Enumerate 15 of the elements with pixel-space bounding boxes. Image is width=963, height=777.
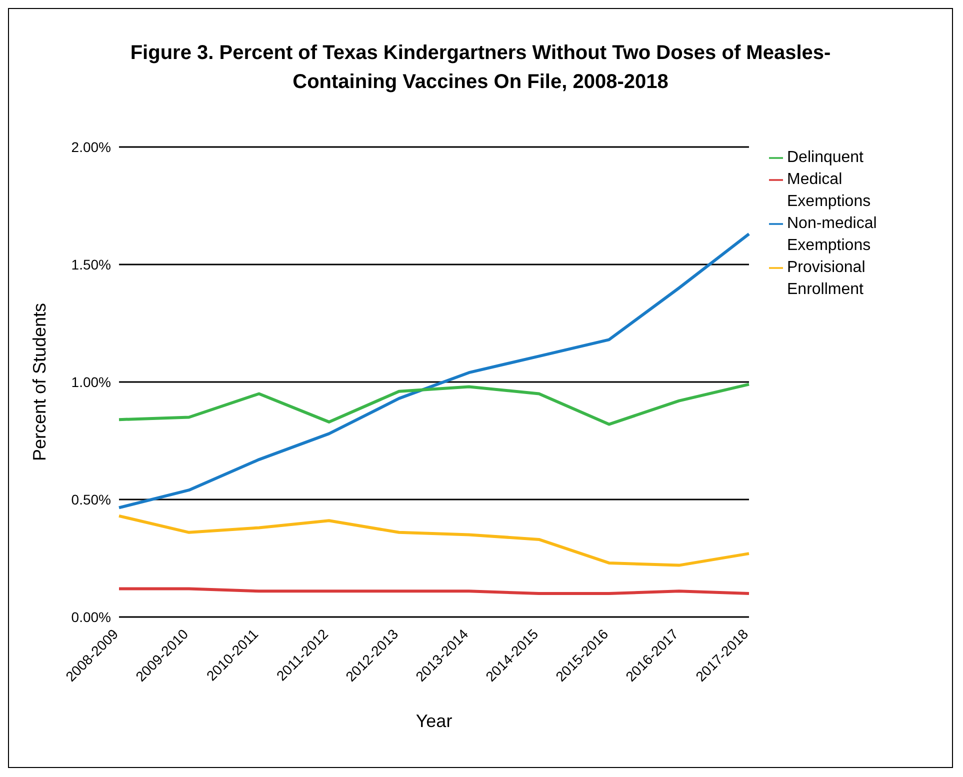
line-series	[118, 232, 750, 510]
y-tick-label: 0.00%	[71, 608, 111, 625]
legend-label: Provisional Enrollment	[787, 258, 866, 300]
y-tick-label: 1.50%	[71, 256, 111, 272]
chart-title: Figure 3. Percent of Texas Kindergartners Without Two Doses of Measles-Containing Vaccines On File, 2008-2018	[129, 41, 832, 95]
y-tick-label: 1.00%	[71, 374, 111, 390]
line-series	[118, 514, 750, 567]
legend-label: Non-medical Exemptions	[787, 214, 878, 256]
y-tick-label: 2.00%	[71, 138, 111, 155]
y-tick-label: 0.50%	[71, 491, 111, 508]
legend-label: Medical Exemptions	[787, 170, 872, 212]
line-series	[118, 382, 750, 426]
legend-label: Delinquent	[787, 148, 864, 168]
y-axis-title: Percent of Students	[29, 302, 50, 462]
x-axis-title: Year	[416, 711, 452, 731]
